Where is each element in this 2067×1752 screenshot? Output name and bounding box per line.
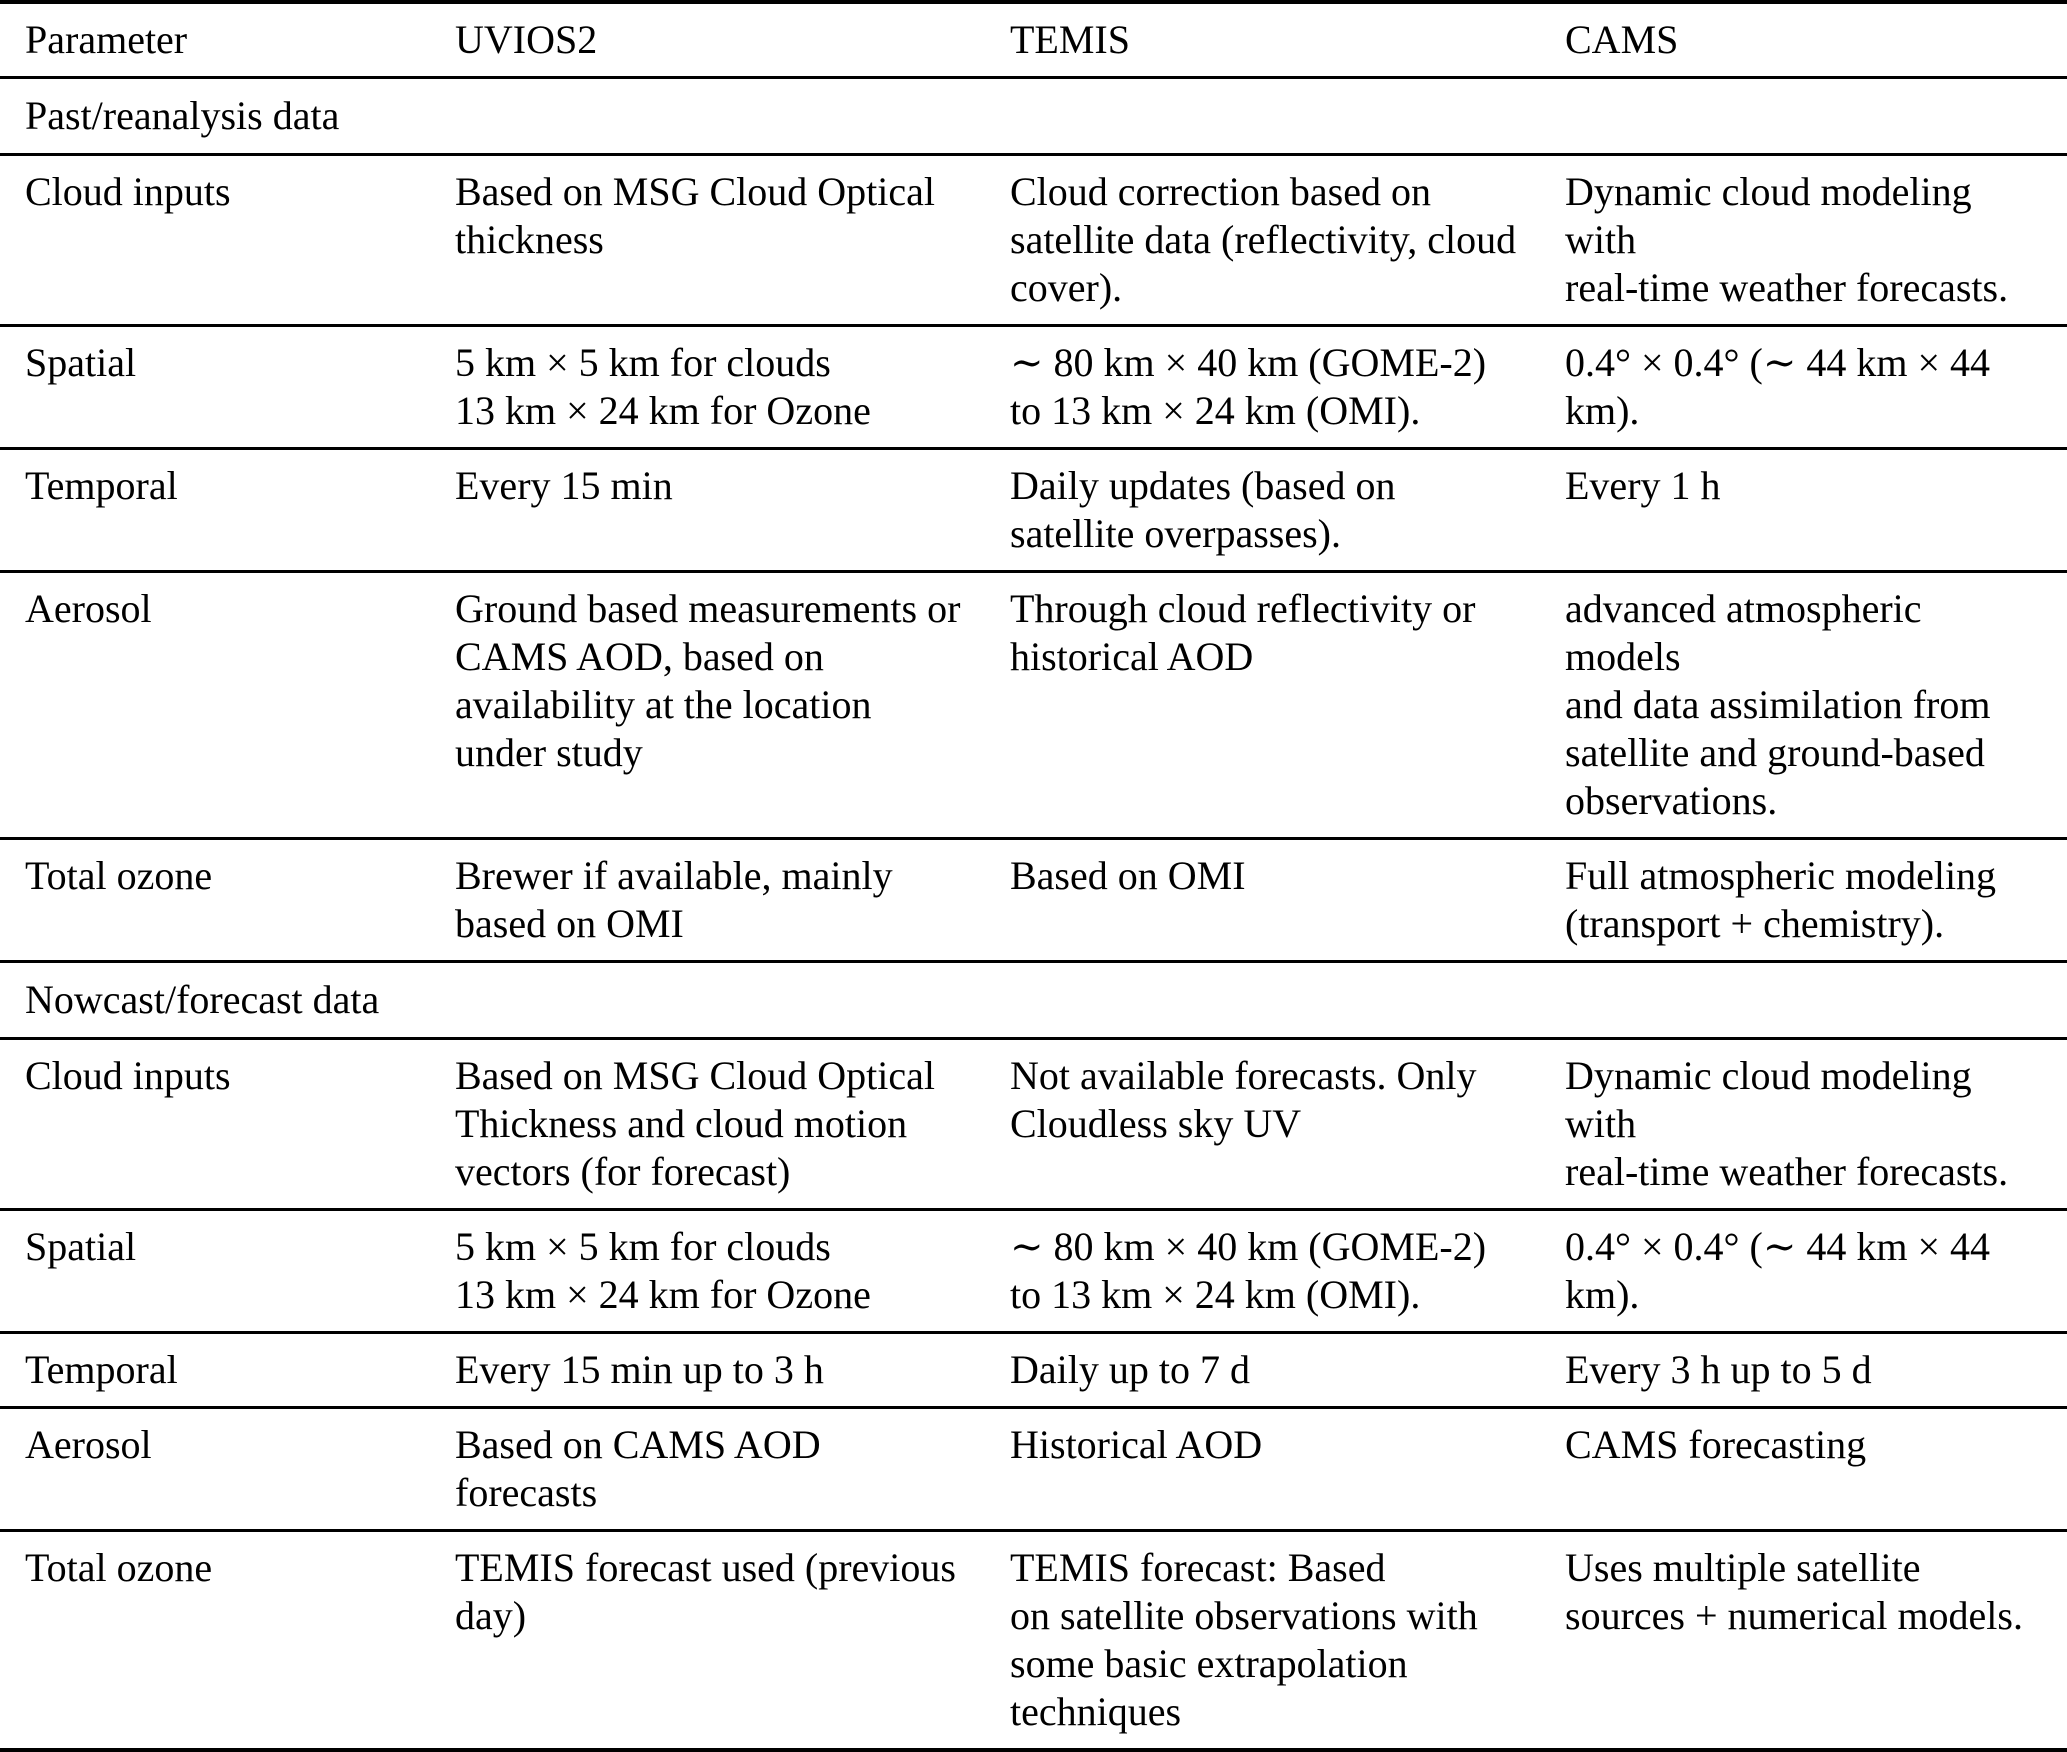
parameter-cell: Total ozone (25, 853, 213, 898)
cams-cell: 0.4° × 0.4° (∼ 44 km × 44 km). (1565, 1224, 1991, 1317)
parameter-cell: Cloud inputs (25, 169, 231, 214)
column-header-uvios2: UVIOS2 (455, 17, 598, 62)
parameter-cell: Temporal (25, 1347, 178, 1392)
section-row: Past/reanalysis data (0, 77, 2067, 155)
table-row: Aerosol Ground based measurements or CAMS… (0, 571, 2067, 839)
uvios2-cell: Ground based measurements or CAMS AOD, b… (455, 586, 961, 775)
cams-cell: Every 1 h (1565, 463, 1721, 508)
uvios2-cell: 5 km × 5 km for clouds 13 km × 24 km for… (455, 340, 871, 433)
table-row: Total ozone Brewer if available, mainly b… (0, 838, 2067, 962)
parameter-cell: Aerosol (25, 1422, 152, 1467)
table-row: Total ozone TEMIS forecast used (previous… (0, 1530, 2067, 1751)
cams-cell: 0.4° × 0.4° (∼ 44 km × 44 km). (1565, 340, 1991, 433)
temis-cell: Based on OMI (1010, 853, 1246, 898)
uvios2-cell: Every 15 min up to 3 h (455, 1347, 824, 1392)
header-row: Parameter UVIOS2 TEMIS CAMS (0, 2, 2067, 78)
parameter-cell: Aerosol (25, 586, 152, 631)
uvios2-cell: 5 km × 5 km for clouds 13 km × 24 km for… (455, 1224, 871, 1317)
table-row: Spatial 5 km × 5 km for clouds 13 km × 24… (0, 1209, 2067, 1333)
temis-cell: Historical AOD (1010, 1422, 1263, 1467)
table-row: Aerosol Based on CAMS AOD forecasts Histor… (0, 1407, 2067, 1531)
temis-cell: TEMIS forecast: Based on satellite obser… (1010, 1545, 1478, 1734)
temis-cell: Daily updates (based on satellite overpa… (1010, 463, 1396, 556)
table-row: Spatial 5 km × 5 km for clouds 13 km × 24… (0, 325, 2067, 449)
cams-cell: Dynamic cloud modeling with real-time we… (1565, 1053, 2009, 1194)
uvios2-cell: Brewer if available, mainly based on OMI (455, 853, 893, 946)
table-row: Temporal Every 15 min up to 3 h Daily up t… (0, 1332, 2067, 1408)
column-header-cams: CAMS (1565, 17, 1679, 62)
section-title: Past/reanalysis data (25, 93, 340, 138)
table-row: Cloud inputs Based on MSG Cloud Optical T… (0, 1038, 2067, 1210)
uvios2-cell: Based on CAMS AOD forecasts (455, 1422, 821, 1515)
table-row: Cloud inputs Based on MSG Cloud Optical t… (0, 154, 2067, 326)
table-row: Temporal Every 15 min Daily updates (based… (0, 448, 2067, 572)
cams-cell: advanced atmospheric models and data ass… (1565, 586, 1991, 823)
cams-cell: Dynamic cloud modeling with real-time we… (1565, 169, 2009, 310)
temis-cell: Cloud correction based on satellite data… (1010, 169, 1517, 310)
temis-cell: ∼ 80 km × 40 km (GOME-2) to 13 km × 24 k… (1010, 1224, 1487, 1317)
parameter-cell: Cloud inputs (25, 1053, 231, 1098)
section-row: Nowcast/forecast data (0, 961, 2067, 1039)
parameter-cell: Total ozone (25, 1545, 213, 1590)
cams-cell: CAMS forecasting (1565, 1422, 1867, 1467)
uvios2-cell: Based on MSG Cloud Optical thickness (455, 169, 935, 262)
temis-cell: Not available forecasts. Only Cloudless … (1010, 1053, 1477, 1146)
uvios2-cell: Every 15 min (455, 463, 673, 508)
temis-cell: ∼ 80 km × 40 km (GOME-2) to 13 km × 24 k… (1010, 340, 1487, 433)
section-title: Nowcast/forecast data (25, 977, 380, 1022)
parameter-cell: Spatial (25, 340, 137, 385)
uvios2-cell: Based on MSG Cloud Optical Thickness and… (455, 1053, 935, 1194)
parameter-cell: Temporal (25, 463, 178, 508)
parameter-cell: Spatial (25, 1224, 137, 1269)
column-header-temis: TEMIS (1010, 17, 1130, 62)
cams-cell: Full atmospheric modeling (transport + c… (1565, 853, 1997, 946)
temis-cell: Daily up to 7 d (1010, 1347, 1250, 1392)
cams-cell: Every 3 h up to 5 d (1565, 1347, 1872, 1392)
cams-cell: Uses multiple satellite sources + numeri… (1565, 1545, 2023, 1638)
column-header-parameter: Parameter (25, 17, 188, 62)
uvios2-cell: TEMIS forecast used (previous day) (455, 1545, 956, 1638)
temis-cell: Through cloud reflectivity or historical… (1010, 586, 1476, 679)
